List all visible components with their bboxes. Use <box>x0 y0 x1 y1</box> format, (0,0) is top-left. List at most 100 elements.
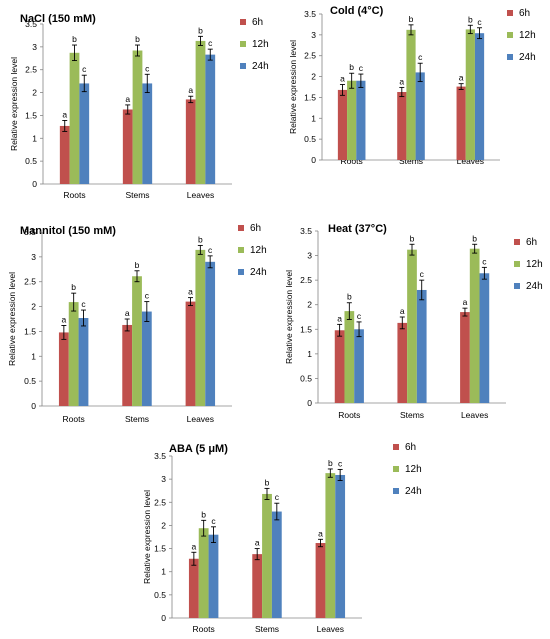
significance-letter: a <box>463 297 468 307</box>
category-label-leaves: Leaves <box>187 190 214 200</box>
y-tick-label: 3 <box>32 42 37 52</box>
legend-label-12h: 12h <box>526 259 543 270</box>
y-tick-label: 0.5 <box>304 134 316 144</box>
bar-6h-roots <box>334 330 345 403</box>
y-tick-label: 3 <box>311 30 316 40</box>
y-axis-label: Relative expression level <box>284 270 294 364</box>
significance-letter: a <box>188 287 193 297</box>
significance-letter: a <box>459 73 464 83</box>
y-axis-label: Relative expression level <box>142 490 152 584</box>
significance-letter: a <box>399 76 404 86</box>
significance-letter: c <box>357 311 362 321</box>
bar-6h-leaves <box>460 312 470 403</box>
bar-6h-leaves <box>315 543 326 618</box>
category-label-leaves: Leaves <box>317 624 344 634</box>
significance-letter: b <box>201 509 206 519</box>
bar-24h-leaves <box>479 273 490 403</box>
legend-swatch-12h <box>514 261 520 267</box>
bar-6h-stems <box>397 92 407 160</box>
y-axis-label: Relative expression level <box>288 40 298 134</box>
bar-24h-stems <box>271 511 282 618</box>
bar-24h-stems <box>415 72 425 160</box>
significance-letter: c <box>482 256 487 266</box>
significance-letter: a <box>191 541 196 551</box>
significance-letter: c <box>145 291 150 301</box>
chart-panel-2: Cold (4°C) Relative expression level 0 0.5 1… <box>288 5 536 166</box>
y-tick-label: 2 <box>307 300 312 310</box>
chart-title: Mannitol (150 mM) <box>20 225 116 237</box>
significance-letter: b <box>135 34 140 44</box>
bar-24h-leaves <box>205 261 216 406</box>
y-tick-label: 1 <box>31 351 36 361</box>
bar-24h-roots <box>356 80 366 160</box>
category-label-stems: Stems <box>125 190 149 200</box>
bar-12h-leaves <box>195 249 206 406</box>
significance-letter: b <box>410 233 415 243</box>
legend-label-6h: 6h <box>250 223 261 234</box>
y-tick-label: 0 <box>311 155 316 165</box>
significance-letter: c <box>208 245 213 255</box>
bar-24h-leaves <box>335 474 346 618</box>
legend-swatch-6h <box>393 444 399 450</box>
significance-letter: b <box>265 477 270 487</box>
legend-swatch-6h <box>514 239 520 245</box>
legend-label-12h: 12h <box>252 39 269 50</box>
significance-letter: c <box>145 63 150 73</box>
bar-6h-stems <box>397 322 408 403</box>
bar-12h-stems <box>132 50 143 185</box>
legend-swatch-24h <box>507 54 513 60</box>
bar-6h-roots <box>59 125 70 184</box>
bar-6h-roots <box>58 332 69 406</box>
legend-label-12h: 12h <box>519 30 536 41</box>
y-tick-label: 2.5 <box>300 275 312 285</box>
y-tick-label: 2 <box>31 302 36 312</box>
category-label-stems: Stems <box>399 156 423 166</box>
bar-24h-roots <box>78 318 89 406</box>
bar-24h-leaves <box>474 33 485 161</box>
bar-24h-stems <box>416 289 427 403</box>
y-tick-label: 1 <box>32 133 37 143</box>
significance-letter: a <box>318 528 323 538</box>
bar-6h-roots <box>337 89 348 160</box>
legend-label-24h: 24h <box>405 486 422 497</box>
legend-swatch-6h <box>507 10 513 16</box>
bar-12h-roots <box>198 528 209 618</box>
bar-6h-stems <box>122 324 133 406</box>
y-tick-label: 0 <box>307 398 312 408</box>
legend-swatch-12h <box>393 466 399 472</box>
legend-swatch-12h <box>240 41 246 47</box>
y-tick-label: 1.5 <box>304 92 316 102</box>
category-label-stems: Stems <box>400 410 424 420</box>
bar-12h-roots <box>344 311 355 403</box>
chart-panel-1: NaCl (150 mM) Relative expression level 0 0… <box>9 13 269 200</box>
bar-24h-roots <box>79 83 90 184</box>
significance-letter: a <box>125 94 130 104</box>
bar-24h-stems <box>142 83 153 184</box>
bar-24h-roots <box>208 534 219 618</box>
bar-12h-roots <box>68 302 79 406</box>
chart-panel-5: ABA (5 μM) Relative expression level 0 0.5 1… <box>142 442 422 634</box>
category-label-stems: Stems <box>125 414 149 424</box>
legend-swatch-24h <box>238 269 244 275</box>
category-label-roots: Roots <box>63 414 85 424</box>
bar-6h-leaves <box>185 99 196 184</box>
y-tick-label: 0.5 <box>25 156 37 166</box>
significance-letter: b <box>347 292 352 302</box>
significance-letter: b <box>198 234 203 244</box>
chart-title: Cold (4°C) <box>330 5 384 17</box>
bar-24h-roots <box>354 329 364 403</box>
category-label-stems: Stems <box>255 624 279 634</box>
bar-6h-stems <box>252 554 263 618</box>
significance-letter: a <box>62 109 67 119</box>
y-tick-label: 2.5 <box>304 51 316 61</box>
significance-letter: c <box>208 38 213 48</box>
chart-panel-3: Mannitol (150 mM) Relative expression lev… <box>7 223 267 424</box>
significance-letter: a <box>340 73 345 83</box>
y-tick-label: 2 <box>311 72 316 82</box>
y-tick-label: 2.5 <box>24 277 36 287</box>
y-tick-label: 3.5 <box>154 451 166 461</box>
legend-swatch-12h <box>238 247 244 253</box>
y-tick-label: 0 <box>31 401 36 411</box>
significance-letter: c <box>338 458 343 468</box>
y-tick-label: 0 <box>161 613 166 623</box>
